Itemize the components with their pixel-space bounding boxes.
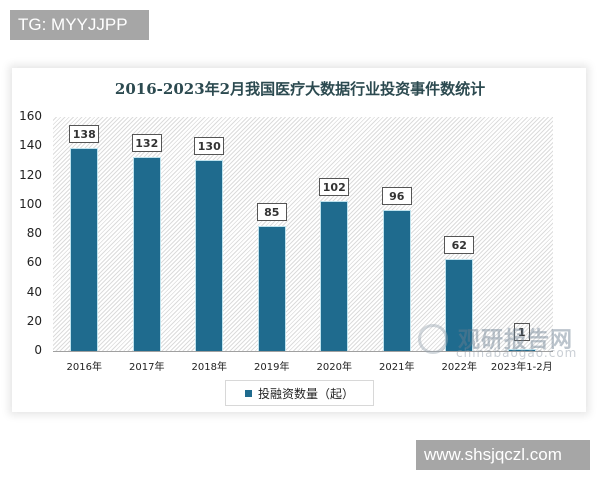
y-tick-label: 20: [26, 313, 42, 328]
y-tick-label: 60: [26, 255, 42, 270]
plot-area: [53, 117, 553, 351]
bar-value-label: 102: [319, 177, 350, 196]
legend-swatch-icon: [244, 389, 252, 397]
bar-value-label: 130: [194, 136, 225, 155]
x-tick-label: 2021年: [379, 362, 415, 373]
watermark-en: chinabaogao.com: [456, 346, 578, 360]
bar-value-label: 132: [131, 133, 162, 152]
bar: [446, 260, 473, 351]
x-tick-label: 2017年: [129, 362, 165, 373]
bar-value-label: 96: [381, 186, 412, 205]
bar-value-label: 85: [256, 202, 287, 221]
chart-legend: 投融资数量（起）: [225, 380, 374, 406]
x-tick-label: 2022年: [441, 362, 477, 373]
y-tick-label: 0: [34, 343, 42, 357]
bar-value-label: 138: [69, 125, 100, 144]
bar: [71, 149, 98, 351]
bar: [321, 201, 348, 351]
bar-value-label: 1: [513, 323, 530, 341]
y-tick-label: 140: [19, 138, 42, 153]
bar: [258, 226, 285, 351]
x-tick-label: 2018年: [191, 362, 227, 373]
x-tick-label: 2020年: [316, 362, 352, 373]
y-tick-label: 100: [19, 196, 42, 211]
x-axis-line: [53, 351, 553, 352]
y-tick-label: 40: [26, 284, 42, 299]
bar-value-label: 62: [444, 236, 475, 255]
y-tick-label: 120: [19, 167, 42, 182]
bar: [133, 157, 160, 351]
watermark-tag-bottom: www.shsjqczl.com: [416, 440, 590, 470]
watermark-cn: 观研报告网: [458, 328, 574, 353]
x-tick-label: 2023年1-2月: [490, 362, 553, 373]
legend-label: 投融资数量（起）: [257, 386, 354, 401]
y-tick-label: 80: [26, 226, 42, 240]
chart-title: 2016-2023年2月我国医疗大数据行业投资事件数统计: [114, 80, 486, 98]
bar: [383, 210, 410, 351]
x-tick-label: 2019年: [254, 362, 290, 373]
watermark-logo-icon: [418, 324, 448, 354]
bar: [196, 160, 223, 351]
y-tick-label: 160: [19, 109, 42, 123]
bar: [508, 349, 535, 351]
watermark-tag-top: TG: MYYJJPP: [10, 10, 149, 40]
x-tick-label: 2016年: [66, 362, 102, 373]
